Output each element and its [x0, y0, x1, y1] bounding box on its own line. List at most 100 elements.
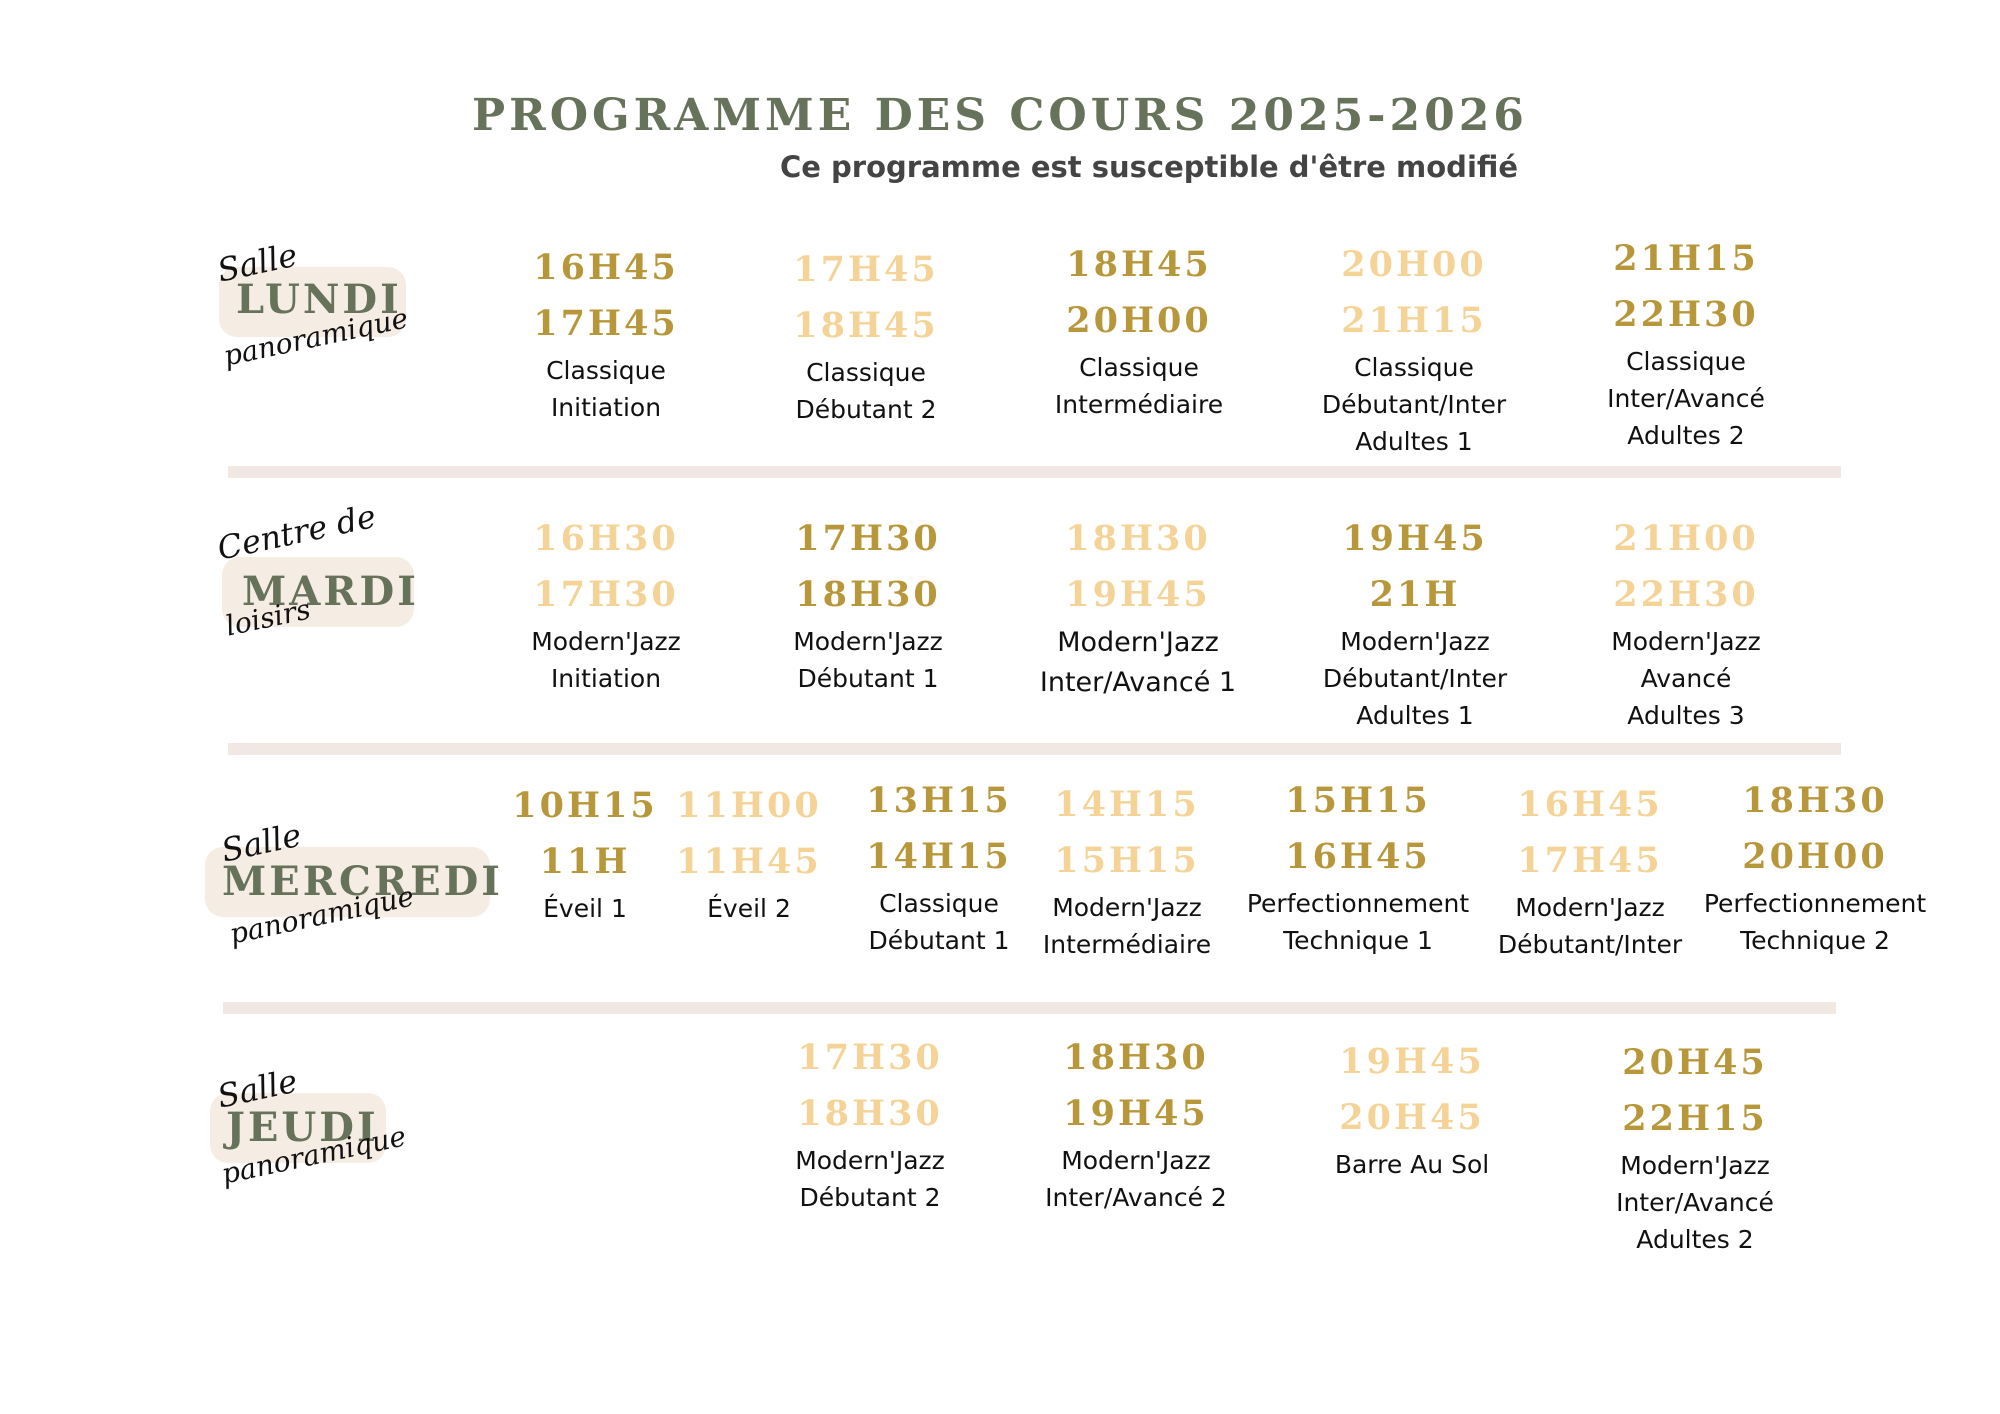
course-slot: 20H00 21H15 Classique Débutant/Inter Adu… [1294, 237, 1534, 460]
start-time: 14H15 [1054, 784, 1200, 825]
course-name: Modern'Jazz [1057, 627, 1219, 658]
course-slot: 21H15 22H30 Classique Inter/Avancé Adult… [1566, 231, 1806, 454]
course-slot: 17H30 18H30 Modern'Jazz Débutant 2 [750, 1030, 990, 1216]
end-time: 18H30 [797, 1093, 943, 1134]
course-audience: Adultes 1 [1355, 427, 1473, 456]
course-name: Perfectionnement [1703, 889, 1927, 918]
course-slot: 16H30 17H30 Modern'Jazz Initiation [486, 511, 726, 697]
start-time: 17H45 [793, 249, 939, 290]
course-name: Modern'Jazz [795, 1146, 945, 1175]
course-name: Éveil 2 [707, 894, 791, 923]
course-slot: 19H45 20H45 Barre Au Sol [1292, 1034, 1532, 1183]
course-level: Technique 2 [1740, 926, 1890, 955]
end-time: 16H45 [1285, 836, 1431, 877]
end-time: 14H15 [866, 836, 1012, 877]
course-level: Débutant/Inter [1321, 390, 1507, 419]
course-level: Débutant 1 [797, 664, 939, 693]
day-pill [210, 1093, 386, 1163]
course-slot: 18H30 19H45 Modern'Jazz Inter/Avancé 1 [1018, 511, 1258, 703]
start-time: 16H45 [1517, 784, 1663, 825]
course-slot: 16H45 17H45 Classique Initiation [486, 240, 726, 426]
page-subtitle: Ce programme est susceptible d'être modi… [780, 150, 1519, 184]
course-slot: 15H15 16H45 Perfectionnement Technique 1 [1228, 773, 1488, 959]
end-time: 11H45 [676, 841, 822, 882]
start-time: 17H30 [795, 518, 941, 559]
course-slot: 10H15 11H Éveil 1 [465, 778, 705, 927]
course-level: Débutant/Inter [1322, 664, 1508, 693]
course-name: Classique [879, 889, 999, 918]
end-time: 19H45 [1065, 574, 1211, 615]
start-time: 19H45 [1342, 518, 1488, 559]
course-level: Intermédiaire [1054, 390, 1224, 419]
end-time: 21H [1369, 574, 1461, 615]
start-time: 10H15 [512, 785, 658, 826]
day-name: MERCREDI [222, 858, 503, 905]
start-time: 17H30 [797, 1037, 943, 1078]
end-time: 22H30 [1613, 574, 1759, 615]
course-level: Débutant 1 [868, 926, 1010, 955]
course-name: Modern'Jazz [1611, 627, 1761, 656]
end-time: 21H15 [1341, 300, 1487, 341]
course-name: Classique [546, 356, 666, 385]
course-name: Modern'Jazz [1340, 627, 1490, 656]
course-slot: 19H45 21H Modern'Jazz Débutant/Inter Adu… [1295, 511, 1535, 734]
course-name: Modern'Jazz [1515, 893, 1665, 922]
start-time: 11H00 [676, 785, 822, 826]
course-slot: 18H45 20H00 Classique Intermédiaire [1019, 237, 1259, 423]
end-time: 18H45 [793, 305, 939, 346]
course-level: Inter/Avancé [1616, 1188, 1774, 1217]
course-slot: 18H30 19H45 Modern'Jazz Inter/Avancé 2 [1016, 1030, 1256, 1216]
course-name: Classique [806, 358, 926, 387]
start-time: 20H45 [1622, 1042, 1768, 1083]
course-slot: 21H00 22H30 Modern'Jazz Avancé Adultes 3 [1566, 511, 1806, 734]
course-name: Classique [1626, 347, 1746, 376]
course-slot: 18H30 20H00 Perfectionnement Technique 2 [1685, 773, 1945, 959]
day-name: JEUDI [226, 1104, 379, 1151]
start-time: 18H45 [1066, 244, 1212, 285]
course-name: Modern'Jazz [1620, 1151, 1770, 1180]
end-time: 20H00 [1066, 300, 1212, 341]
start-time: 18H30 [1063, 1037, 1209, 1078]
start-time: 18H30 [1742, 780, 1888, 821]
start-time: 18H30 [1065, 518, 1211, 559]
start-time: 15H15 [1285, 780, 1431, 821]
course-name: Modern'Jazz [793, 627, 943, 656]
end-time: 17H45 [533, 303, 679, 344]
row-separator [228, 743, 1841, 755]
end-time: 22H15 [1622, 1098, 1768, 1139]
day-pill [222, 557, 414, 627]
course-name: Éveil 1 [543, 894, 627, 923]
course-level: Inter/Avancé [1607, 384, 1765, 413]
end-time: 17H45 [1517, 840, 1663, 881]
end-time: 15H15 [1054, 840, 1200, 881]
end-time: 11H [539, 841, 631, 882]
course-name: Classique [1079, 353, 1199, 382]
course-audience: Adultes 1 [1356, 701, 1474, 730]
end-time: 17H30 [533, 574, 679, 615]
end-time: 19H45 [1063, 1093, 1209, 1134]
course-audience: Adultes 3 [1627, 701, 1745, 730]
course-level: Inter/Avancé 1 [1039, 667, 1237, 698]
course-slot: 17H30 18H30 Modern'Jazz Débutant 1 [748, 511, 988, 697]
course-level: Initiation [550, 664, 662, 693]
day-name: LUNDI [236, 276, 402, 323]
end-time: 22H30 [1613, 294, 1759, 335]
start-time: 16H30 [533, 518, 679, 559]
course-slot: 17H45 18H45 Classique Débutant 2 [746, 242, 986, 428]
end-time: 20H00 [1742, 836, 1888, 877]
course-name: Perfectionnement [1246, 889, 1470, 918]
start-time: 13H15 [866, 780, 1012, 821]
course-slot: 14H15 15H15 Modern'Jazz Intermédiaire [1007, 777, 1247, 963]
day-pill [205, 847, 490, 917]
row-separator [228, 466, 1841, 478]
row-separator [223, 1002, 1836, 1014]
course-slot: 13H15 14H15 Classique Débutant 1 [819, 773, 1059, 959]
course-slot: 16H45 17H45 Modern'Jazz Débutant/Inter [1470, 777, 1710, 963]
course-level: Technique 1 [1283, 926, 1433, 955]
course-audience: Adultes 2 [1627, 421, 1745, 450]
start-time: 16H45 [533, 247, 679, 288]
page-title: PROGRAMME DES COURS 2025-2026 [472, 90, 1528, 141]
course-name: Modern'Jazz [1061, 1146, 1211, 1175]
start-time: 20H00 [1341, 244, 1487, 285]
start-time: 21H15 [1613, 238, 1759, 279]
